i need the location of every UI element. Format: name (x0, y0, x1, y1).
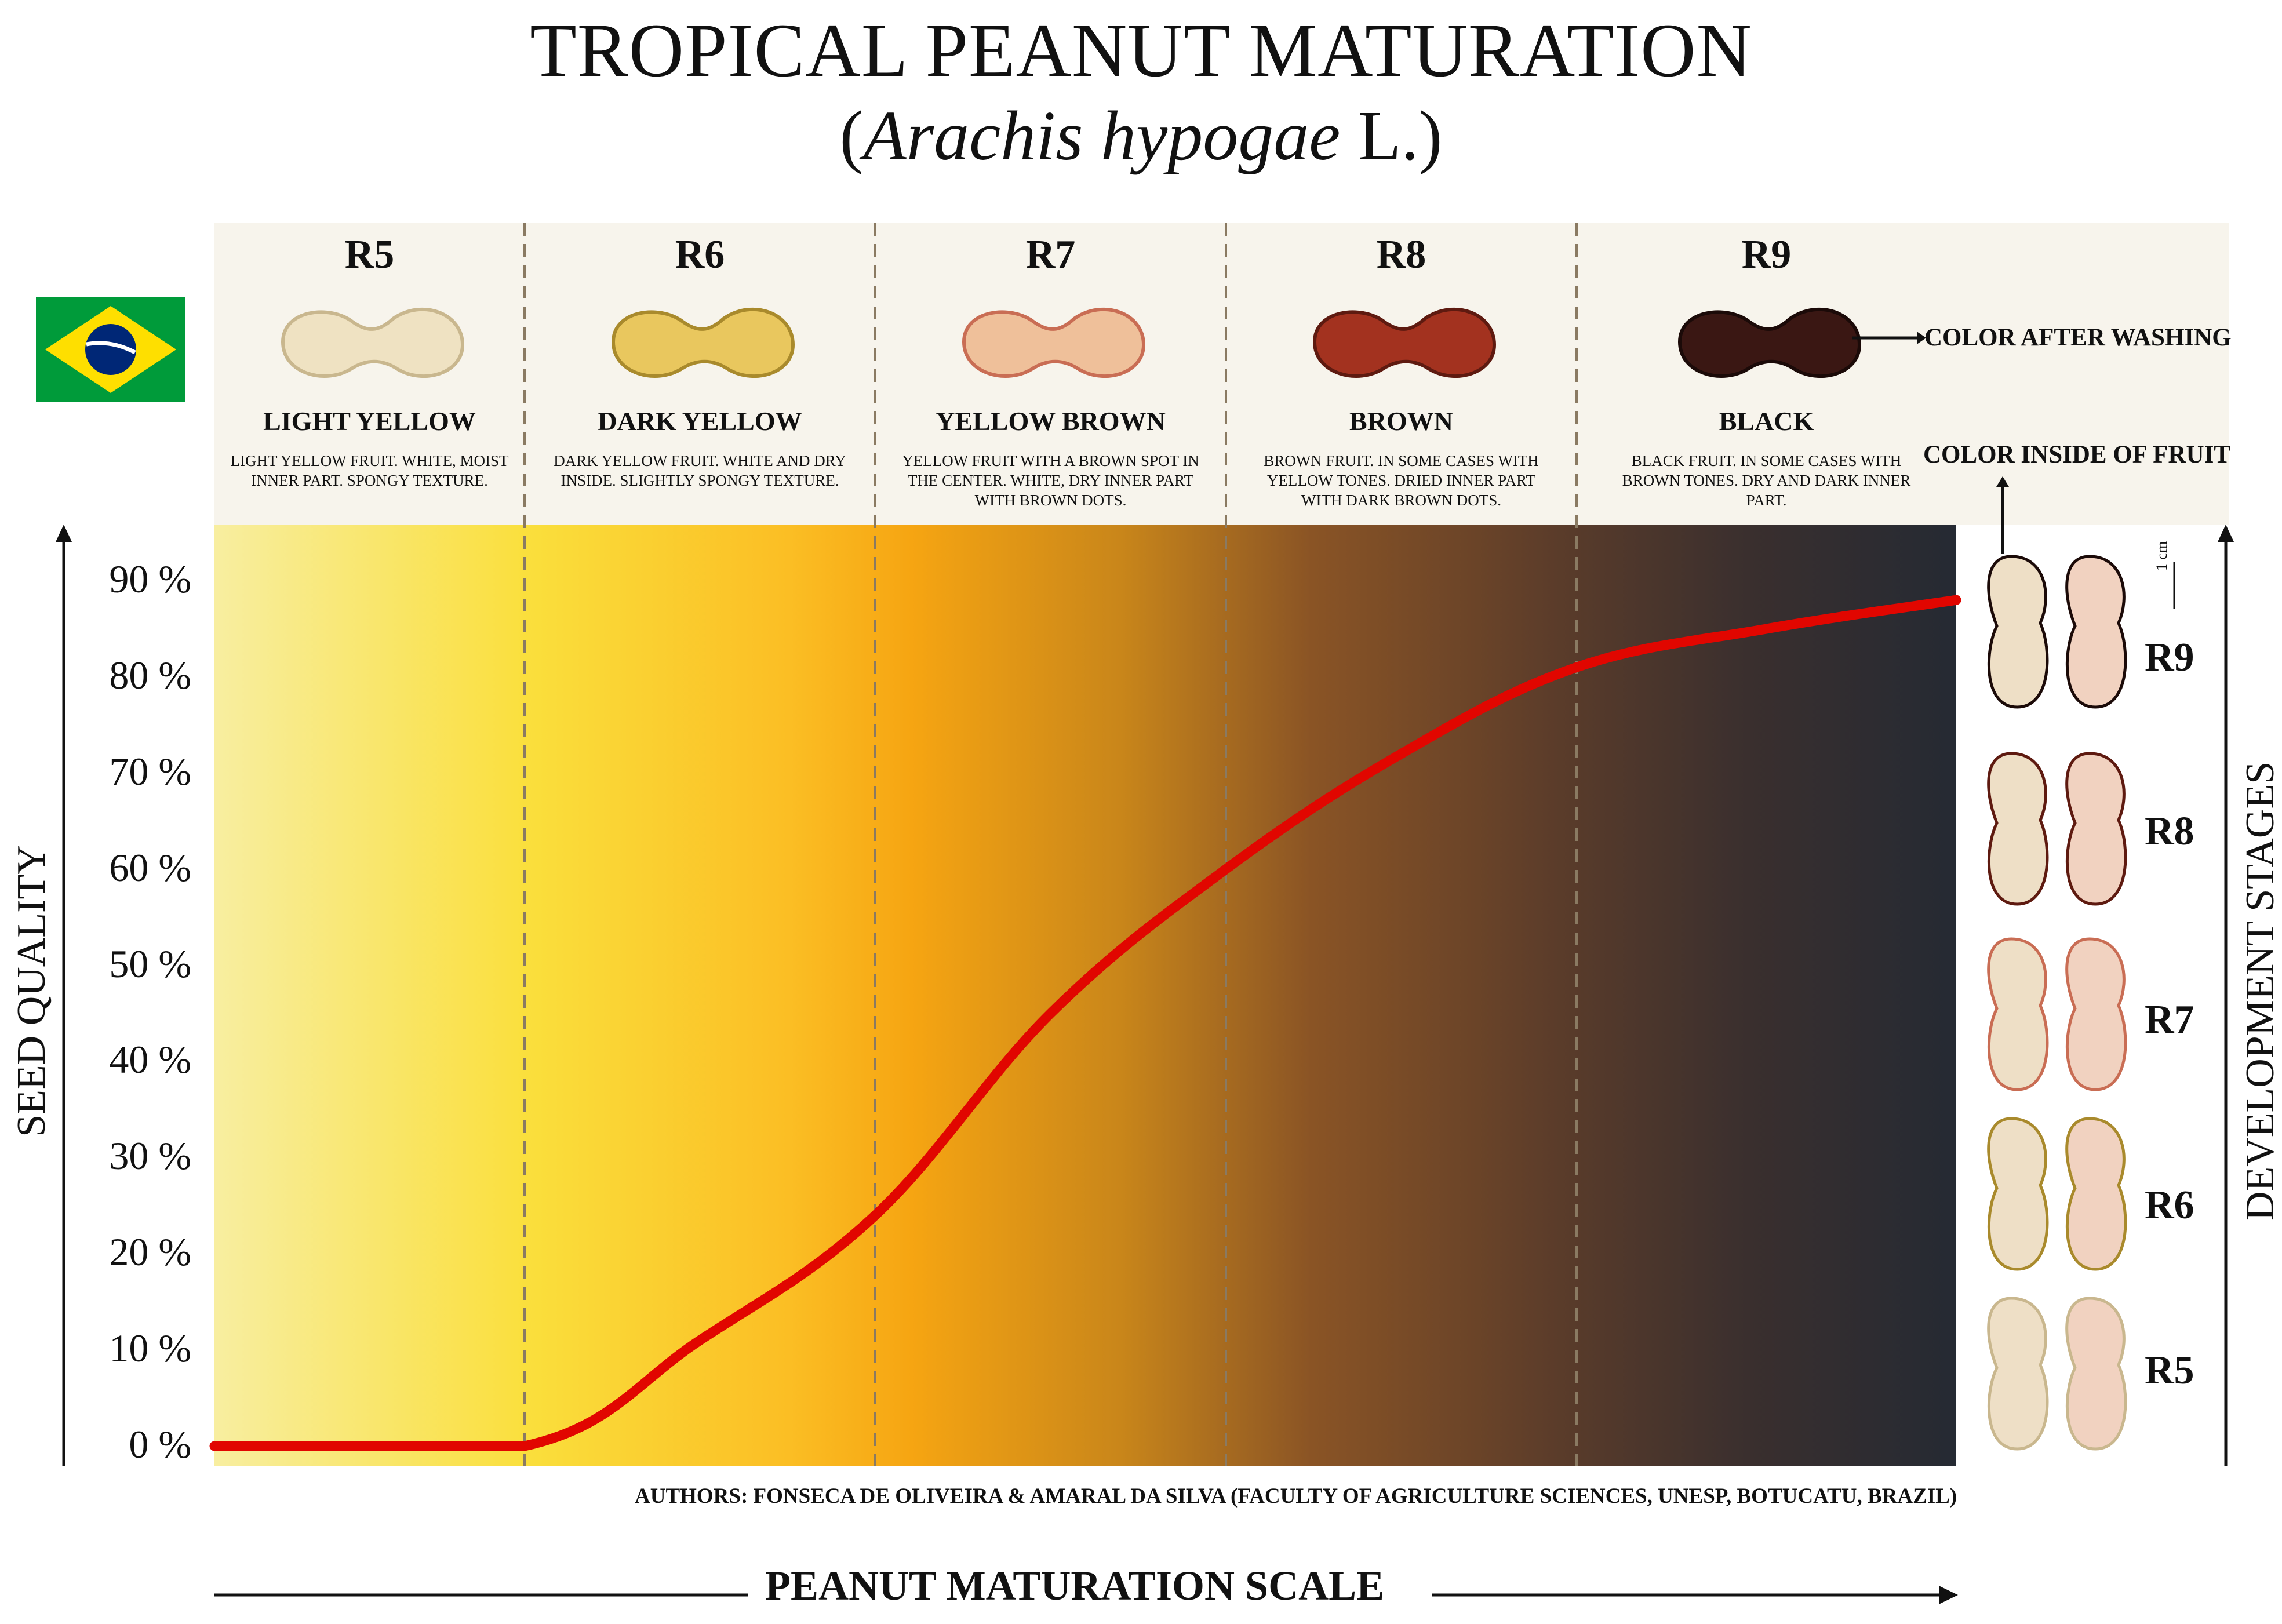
y-tick-label: 70 % (109, 749, 191, 793)
peanut-pod-icon (1677, 307, 1861, 378)
y-axis-arrow-icon (56, 525, 72, 542)
side-stage-label: R7 (2145, 997, 2194, 1042)
x-axis-label: PEANUT MATURATION SCALE (765, 1563, 1385, 1609)
plot-area (214, 525, 1956, 1466)
seed-quality-point (524, 1445, 525, 1447)
peanut-half-shape (1987, 1117, 2049, 1271)
seed-quality-point (1766, 628, 1767, 629)
scale-bar-label: 1 cm (2153, 541, 2170, 571)
peanut-half-shape (1987, 752, 2049, 906)
peanut-half-shape (2065, 752, 2127, 906)
y-tick-label: 10 % (109, 1326, 191, 1371)
stage-description: LIGHT YELLOW FRUIT. WHITE, MOIST INNER P… (230, 452, 509, 489)
peanut-pod-icon (611, 307, 795, 378)
side-stage-label: R9 (2145, 635, 2194, 680)
stage-code-label: R8 (1376, 232, 1426, 277)
page-subtitle: (Arachis hypogae L.) (839, 97, 1443, 175)
peanut-halves-icon (1987, 1297, 2127, 1451)
side-stage-label: R8 (2145, 809, 2194, 854)
peanut-halves-icon (1987, 937, 2127, 1091)
side-stage-label: R6 (2145, 1183, 2194, 1228)
stage-color-label: DARK YELLOW (598, 406, 802, 436)
seed-quality-point (700, 1340, 701, 1341)
seed-quality-point (1576, 667, 1577, 668)
side-stage-label: R5 (2145, 1348, 2194, 1393)
peanut-halves-icon (1987, 752, 2127, 906)
stage-color-label: BLACK (1719, 406, 1814, 436)
peanut-half-shape (1987, 1297, 2049, 1451)
inside-fruit-arrow-icon (1996, 476, 2009, 554)
peanut-half-shape (1987, 555, 2049, 709)
peanut-pod-shape (1677, 307, 1861, 378)
stage-color-label: LIGHT YELLOW (263, 406, 476, 436)
seed-quality-point (875, 1215, 876, 1216)
authors-credit: AUTHORS: FONSECA DE OLIVEIRA & AMARAL DA… (635, 1484, 1957, 1508)
peanut-pod-icon (962, 307, 1145, 378)
seed-quality-line (209, 595, 1961, 1451)
peanut-half-shape (1987, 937, 2049, 1091)
page-title: TROPICAL PEANUT MATURATION (530, 8, 1752, 93)
seed-quality-point (1225, 869, 1226, 870)
stage-code-label: R5 (344, 232, 395, 277)
y-tick-label: 0 % (129, 1422, 191, 1466)
peanut-pod-icon (281, 307, 464, 378)
peanut-pod-shape (281, 307, 464, 378)
stage-color-label: YELLOW BROWN (936, 406, 1166, 436)
seed-quality-point (214, 1445, 215, 1447)
stage-code-label: R7 (1025, 232, 1076, 277)
stage-description: YELLOW FRUIT WITH A BROWN SPOT IN THE CE… (902, 452, 1199, 509)
y-tick-label: 50 % (109, 941, 191, 986)
y-tick-label: 40 % (109, 1037, 191, 1082)
development-stages-label: DEVELOPMENT STAGES (2238, 761, 2282, 1221)
brazil-flag-icon (36, 297, 185, 402)
inside-fruit-note: COLOR INSIDE OF FRUIT (1923, 441, 2231, 468)
y-tick-label: 80 % (109, 653, 191, 697)
y-tick-label: 20 % (109, 1230, 191, 1275)
y-tick-label: 60 % (109, 845, 191, 890)
peanut-pod-shape (611, 307, 795, 378)
peanut-half-shape (2065, 937, 2127, 1091)
peanut-pod-shape (962, 307, 1145, 378)
stage-header-band (214, 223, 2229, 525)
peanut-half-shape (2065, 555, 2127, 709)
after-washing-arrow-icon (1852, 332, 1926, 344)
peanut-pod-icon (1312, 307, 1496, 378)
after-washing-note: COLOR AFTER WASHING (1924, 324, 2232, 351)
stage-description: BLACK FRUIT. IN SOME CASES WITH BROWN TO… (1622, 452, 1911, 509)
stage-code-label: R9 (1741, 232, 1792, 277)
x-axis-arrow-icon (1939, 1586, 1958, 1604)
stage-code-label: R6 (675, 232, 725, 277)
peanut-half-shape (2065, 1117, 2127, 1271)
y-axis-label: SEED QUALITY (9, 845, 54, 1137)
peanut-halves-icon (1987, 1117, 2127, 1271)
peanut-halves-icon (1987, 555, 2127, 709)
right-axis-arrow-icon (2218, 525, 2234, 542)
scale-bar-icon (2173, 562, 2175, 609)
peanut-half-shape (2065, 1297, 2127, 1451)
y-tick-label: 90 % (109, 557, 191, 601)
seed-quality-point (1401, 753, 1402, 755)
peanut-pod-shape (1312, 307, 1496, 378)
seed-quality-point (1050, 1013, 1051, 1014)
stage-description: BROWN FRUIT. IN SOME CASES WITH YELLOW T… (1264, 452, 1539, 509)
stage-color-label: BROWN (1349, 406, 1453, 436)
seed-quality-point (1956, 599, 1957, 600)
stage-description: DARK YELLOW FRUIT. WHITE AND DRY INSIDE.… (554, 452, 846, 489)
y-tick-label: 30 % (109, 1134, 191, 1178)
